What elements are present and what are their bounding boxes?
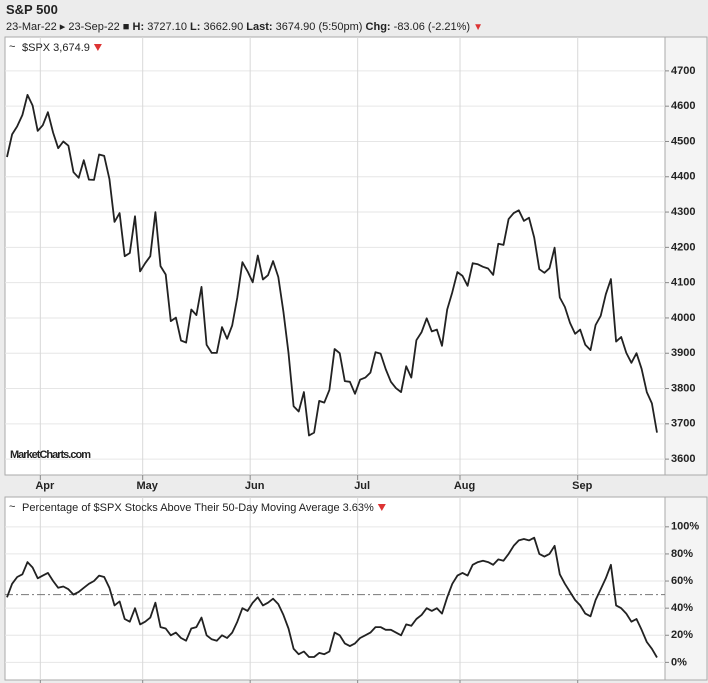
down-arrow: ▼	[473, 22, 484, 33]
y-tick-label: 4200	[671, 241, 695, 253]
y-tick-label: 4700	[671, 65, 695, 77]
y-tick-label: 40%	[671, 602, 693, 614]
panel	[4, 496, 666, 681]
axis-panel	[664, 36, 708, 476]
stat-label: L:	[190, 21, 201, 33]
panel-title: Percentage of $SPX Stocks Above Their 50…	[22, 502, 374, 514]
x-tick-label: Sep	[572, 480, 592, 492]
y-tick-label: 0%	[671, 656, 687, 668]
legend-arrow	[377, 504, 386, 511]
header: S&P 500 23-Mar-22 ▸ 23-Sep-22 ■ H: 3727.…	[6, 2, 706, 33]
watermark: MarketCharts.com	[10, 449, 91, 461]
symbol-title: S&P 500	[6, 2, 58, 17]
y-tick-label: 4500	[671, 135, 695, 147]
stat-label: Last:	[246, 21, 273, 33]
y-tick-label: 4000	[671, 312, 695, 324]
legend-icon: ~	[9, 501, 15, 513]
y-tick-label: 20%	[671, 629, 693, 641]
price-line	[6, 536, 658, 658]
x-tick-label: May	[136, 480, 158, 492]
y-tick-label: 4300	[671, 206, 695, 218]
panel	[4, 36, 666, 476]
x-tick-label: Jun	[245, 480, 265, 492]
y-tick-label: 4400	[671, 171, 695, 183]
y-tick-label: 3600	[671, 453, 695, 465]
y-tick-label: 3900	[671, 347, 695, 359]
date-range: 23-Mar-22 ▸ 23-Sep-22 ■	[6, 21, 130, 33]
stat-value: 3727.10	[147, 21, 187, 33]
x-tick-label: Jul	[354, 480, 370, 492]
y-tick-label: 100%	[671, 521, 699, 533]
panel-title: $SPX 3,674.9	[22, 42, 90, 54]
stat-value: 3662.90	[203, 21, 244, 33]
x-tick-label: Aug	[454, 480, 475, 492]
legend-icon: ~	[9, 41, 15, 53]
legend-arrow	[93, 44, 102, 51]
stat-value: 3674.90 (5:50pm)	[275, 21, 363, 33]
price-line	[6, 94, 658, 437]
stat-value: -83.06 (-2.21%)	[393, 21, 471, 33]
y-tick-label: 3700	[671, 418, 695, 430]
y-tick-label: 60%	[671, 575, 693, 587]
axis-panel	[664, 496, 708, 681]
y-tick-label: 3800	[671, 382, 695, 394]
stat-label: H:	[132, 21, 145, 33]
x-tick-label: Apr	[35, 480, 55, 492]
y-tick-label: 80%	[671, 548, 693, 560]
quote-line: 23-Mar-22 ▸ 23-Sep-22 ■ H: 3727.10 L: 36…	[6, 20, 706, 33]
stat-label: Chg:	[365, 21, 391, 33]
y-tick-label: 4100	[671, 277, 695, 289]
y-tick-label: 4600	[671, 100, 695, 112]
